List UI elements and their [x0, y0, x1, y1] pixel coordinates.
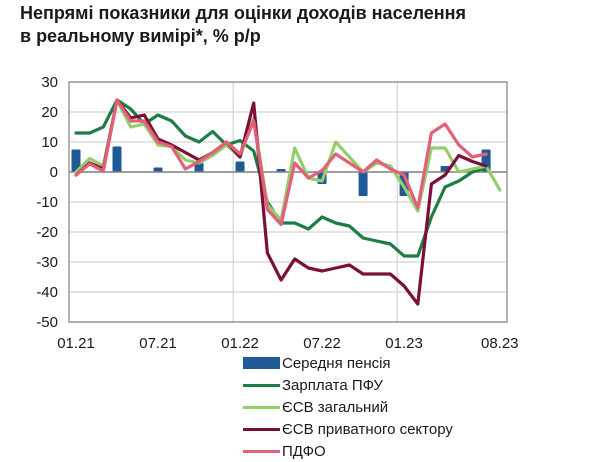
x-tick-label: 01.23 — [385, 335, 423, 352]
bar-pension — [358, 172, 368, 196]
legend-item-pdfo: ПДФО — [243, 440, 453, 462]
bar-pension — [194, 163, 204, 172]
x-tick-label: 01.21 — [57, 335, 95, 352]
legend-swatch-esv-total — [243, 405, 280, 409]
y-tick-label: 0 — [50, 164, 58, 181]
line-pdfo — [74, 98, 488, 227]
legend-swatch-pension — [243, 357, 280, 369]
legend: Середня пенсія Зарплата ПФУ ЄСВ загальни… — [243, 352, 453, 462]
bar-pension — [71, 149, 81, 172]
line-esv-private — [74, 98, 488, 306]
x-tick-label: 01.22 — [221, 335, 259, 352]
bar-pension — [112, 146, 122, 172]
x-tick-label: 07.21 — [139, 335, 177, 352]
x-tick-label: 07.22 — [303, 335, 341, 352]
plot-frame — [68, 81, 508, 323]
chart-title-line-2: в реальному вимірі*, % р/р — [20, 26, 261, 46]
legend-swatch-salary-pfu — [243, 383, 280, 387]
y-tick-label: -30 — [36, 254, 58, 271]
y-tick-label: 10 — [41, 134, 58, 151]
legend-label-esv-private: ЄСВ приватного сектору — [282, 420, 453, 438]
line-series — [74, 98, 502, 306]
y-tick-label: 30 — [41, 74, 58, 91]
chart-title: Непрямі показники для оцінки доходів нас… — [20, 2, 600, 48]
chart-title-line-1: Непрямі показники для оцінки доходів нас… — [20, 3, 467, 23]
legend-item-salary-pfu: Зарплата ПФУ — [243, 374, 453, 396]
legend-swatch-esv-private — [243, 427, 280, 431]
legend-item-esv-private: ЄСВ приватного сектору — [243, 418, 453, 440]
legend-label-salary-pfu: Зарплата ПФУ — [282, 376, 383, 394]
legend-item-pension: Середня пенсія — [243, 352, 453, 374]
legend-label-pdfo: ПДФО — [282, 442, 326, 460]
legend-label-esv-total: ЄСВ загальний — [282, 398, 389, 416]
plot-border — [68, 81, 508, 323]
line-esv-total — [74, 98, 502, 222]
bar-pension — [235, 161, 245, 172]
x-axis-ticks: 01.21 07.21 01.22 07.22 01.23 08.23 — [57, 335, 518, 352]
y-tick-label: -10 — [36, 194, 58, 211]
y-tick-label: 20 — [41, 104, 58, 121]
y-tick-label: -50 — [36, 314, 58, 331]
legend-label-pension: Середня пенсія — [282, 354, 391, 372]
bar-pension — [153, 167, 163, 172]
y-axis-ticks: 30 20 10 0 -10 -20 -30 -40 -50 — [36, 74, 58, 331]
y-tick-label: -40 — [36, 284, 58, 301]
x-tick-label: 08.23 — [481, 335, 519, 352]
legend-item-esv-total: ЄСВ загальний — [243, 396, 453, 418]
y-tick-label: -20 — [36, 224, 58, 241]
legend-swatch-pdfo — [243, 449, 280, 453]
